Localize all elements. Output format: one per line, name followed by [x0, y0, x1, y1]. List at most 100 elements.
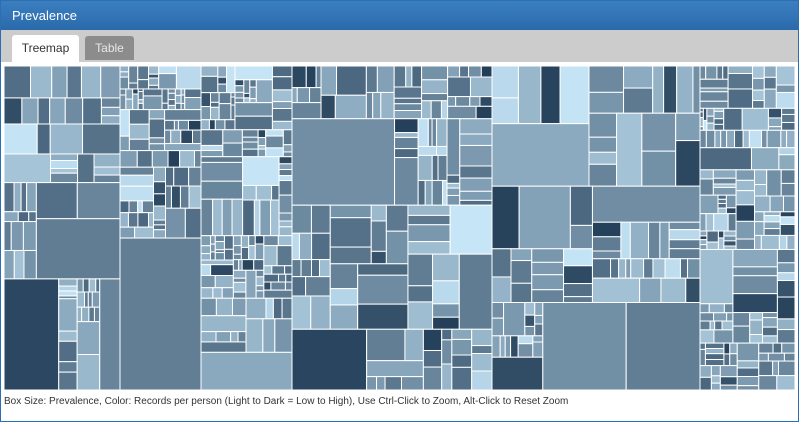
- treemap-cell-290[interactable]: [277, 235, 293, 247]
- treemap-cell-479[interactable]: [569, 185, 593, 226]
- treemap-cell-464[interactable]: [652, 65, 665, 114]
- treemap-cell-377[interactable]: [424, 179, 433, 206]
- treemap-cell-694[interactable]: [723, 353, 731, 367]
- treemap-cell-151[interactable]: [152, 219, 166, 226]
- treemap-cell-462[interactable]: [623, 65, 654, 89]
- treemap-cell-191[interactable]: [243, 97, 251, 104]
- treemap-cell-401[interactable]: [291, 276, 307, 297]
- treemap-cell-127[interactable]: [164, 143, 202, 152]
- treemap-cell-22[interactable]: [50, 167, 79, 174]
- treemap-cell-187[interactable]: [234, 91, 245, 99]
- treemap-cell-203[interactable]: [271, 120, 293, 131]
- treemap-cell-579[interactable]: [781, 107, 796, 115]
- treemap-cell-390[interactable]: [459, 190, 493, 201]
- treemap-cell-65[interactable]: [93, 306, 101, 323]
- treemap-cell-505[interactable]: [668, 248, 701, 260]
- treemap-cell-34[interactable]: [28, 211, 37, 223]
- treemap-cell-215[interactable]: [257, 145, 267, 150]
- treemap-cell-284[interactable]: [245, 269, 257, 299]
- treemap-cell-633[interactable]: [754, 169, 768, 186]
- treemap-cell-460[interactable]: [588, 65, 625, 93]
- treemap-cell-400[interactable]: [319, 259, 331, 278]
- treemap-cell-717[interactable]: [772, 360, 780, 377]
- treemap-cell-379[interactable]: [442, 179, 448, 206]
- treemap-cell-601[interactable]: [712, 177, 737, 185]
- treemap-cell-146[interactable]: [134, 226, 154, 239]
- treemap-cell-334[interactable]: [372, 91, 382, 120]
- treemap-cell-345[interactable]: [421, 93, 449, 102]
- treemap-cell-140[interactable]: [141, 200, 154, 214]
- treemap-cell-25[interactable]: [93, 153, 121, 168]
- treemap-cell-655[interactable]: [699, 303, 710, 314]
- treemap-cell-402[interactable]: [305, 276, 331, 297]
- treemap-cell-338[interactable]: [411, 65, 423, 88]
- treemap-cell-270[interactable]: [240, 235, 250, 248]
- treemap-cell-658[interactable]: [699, 312, 715, 322]
- treemap-cell-120[interactable]: [173, 119, 179, 131]
- treemap-cell-672[interactable]: [732, 325, 751, 344]
- treemap-cell-14[interactable]: [100, 115, 121, 125]
- treemap-cell-587[interactable]: [734, 129, 744, 149]
- tab-treemap[interactable]: Treemap: [12, 35, 79, 62]
- treemap-cell-361[interactable]: [291, 118, 396, 206]
- treemap-cell-202[interactable]: [271, 108, 293, 122]
- treemap-cell-222[interactable]: [282, 151, 293, 158]
- treemap-cell-33[interactable]: [17, 211, 30, 223]
- treemap-cell-366[interactable]: [394, 157, 419, 206]
- treemap-cell-81[interactable]: [158, 73, 177, 90]
- treemap-cell-322[interactable]: [315, 65, 322, 89]
- treemap-cell-265[interactable]: [212, 287, 223, 299]
- treemap-cell-617[interactable]: [699, 239, 708, 246]
- treemap-cell-473[interactable]: [641, 112, 677, 152]
- treemap-cell-690[interactable]: [704, 347, 725, 355]
- treemap-cell-17[interactable]: [49, 123, 84, 155]
- treemap-cell-594[interactable]: [699, 147, 752, 171]
- treemap-cell-88[interactable]: [132, 93, 139, 111]
- treemap-cell-718[interactable]: [778, 360, 796, 377]
- treemap-cell-368[interactable]: [427, 118, 433, 147]
- treemap-cell-454[interactable]: [491, 65, 519, 99]
- treemap-cell-480[interactable]: [569, 224, 593, 250]
- treemap-cell-52[interactable]: [58, 361, 78, 373]
- treemap-cell-651[interactable]: [760, 234, 780, 250]
- treemap-cell-710[interactable]: [758, 342, 774, 354]
- treemap-cell-713[interactable]: [758, 352, 769, 362]
- treemap-cell-112[interactable]: [128, 123, 150, 140]
- treemap-cell-422[interactable]: [407, 241, 451, 255]
- treemap-cell-494[interactable]: [591, 185, 701, 223]
- treemap-cell-117[interactable]: [148, 143, 166, 152]
- treemap-cell-204[interactable]: [200, 129, 224, 146]
- treemap-cell-178[interactable]: [230, 96, 236, 106]
- treemap-cell-678[interactable]: [762, 326, 778, 337]
- treemap-cell-555[interactable]: [763, 65, 777, 78]
- treemap-cell-100[interactable]: [167, 104, 176, 111]
- treemap-cell-363[interactable]: [394, 132, 419, 138]
- treemap-cell-547[interactable]: [699, 100, 729, 109]
- treemap-cell-188[interactable]: [234, 97, 245, 104]
- treemap-cell-78[interactable]: [148, 77, 160, 86]
- treemap-cell-369[interactable]: [431, 118, 438, 147]
- treemap-cell-310[interactable]: [237, 331, 247, 343]
- treemap-cell-682[interactable]: [776, 272, 796, 282]
- treemap-cell-606[interactable]: [717, 198, 727, 204]
- treemap-cell-40[interactable]: [23, 249, 37, 280]
- treemap-cell-307[interactable]: [200, 331, 217, 343]
- treemap-cell-94[interactable]: [142, 95, 163, 111]
- treemap-cell-124[interactable]: [170, 129, 182, 145]
- treemap-cell-37[interactable]: [22, 221, 37, 251]
- treemap-cell-410[interactable]: [370, 250, 387, 265]
- treemap-cell-98[interactable]: [167, 92, 176, 101]
- treemap-cell-693[interactable]: [723, 342, 731, 355]
- treemap-cell-399[interactable]: [310, 259, 321, 278]
- treemap-cell-67[interactable]: [76, 354, 101, 391]
- treemap-cell-358[interactable]: [479, 96, 493, 107]
- treemap-cell-603[interactable]: [712, 186, 737, 196]
- treemap-cell-31[interactable]: [26, 182, 37, 213]
- treemap-cell-620[interactable]: [706, 241, 719, 250]
- treemap-cell-305[interactable]: [231, 297, 247, 317]
- treemap-cell-211[interactable]: [241, 141, 259, 150]
- treemap-cell-83[interactable]: [119, 88, 127, 96]
- treemap-cell-528[interactable]: [534, 323, 544, 337]
- treemap-cell-157[interactable]: [164, 185, 172, 209]
- treemap-cell-13[interactable]: [100, 106, 121, 117]
